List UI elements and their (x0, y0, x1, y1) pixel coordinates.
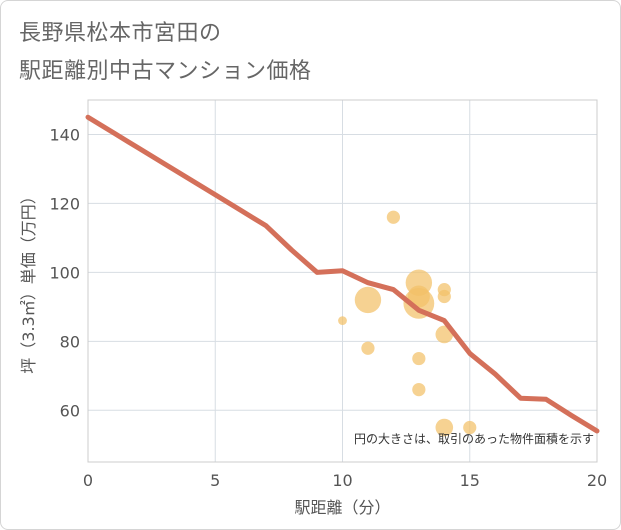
price-trend-line (85, 114, 600, 434)
data-bubble (361, 341, 375, 355)
y-tick-label: 140 (49, 125, 80, 144)
data-bubble (412, 383, 426, 397)
x-tick-label: 20 (587, 471, 607, 490)
chart-title-line-1: 長野県松本市宮田の (19, 21, 222, 46)
data-bubble (412, 351, 426, 366)
y-tick-label: 60 (60, 401, 80, 420)
bubble-series (338, 210, 477, 437)
data-bubble (463, 420, 477, 435)
axis-ticks: 0 5 10 15 20 60 80 100 120 140 (49, 125, 607, 490)
data-bubble (435, 418, 454, 437)
chart-title-line-2: 駅距離別中古マンション価格 (19, 59, 312, 84)
y-tick-label: 80 (60, 332, 80, 351)
y-tick-label: 100 (49, 263, 80, 282)
y-axis-title: 坪（3.3㎡）単価（万円） (19, 188, 38, 373)
x-tick-label: 15 (460, 471, 480, 490)
y-tick-label: 120 (49, 194, 80, 213)
x-tick-label: 0 (83, 471, 93, 490)
x-tick-label: 5 (210, 471, 220, 490)
plot-frame (87, 99, 598, 463)
bubble-size-note: 円の大きさは、取引のあった物件面積を示す (354, 431, 594, 446)
x-tick-label: 10 (332, 471, 352, 490)
data-bubble (437, 289, 451, 304)
data-bubble (386, 210, 400, 224)
data-bubble (354, 286, 382, 314)
data-bubble (338, 316, 347, 326)
x-axis-title: 駅距離（分） (294, 498, 390, 517)
